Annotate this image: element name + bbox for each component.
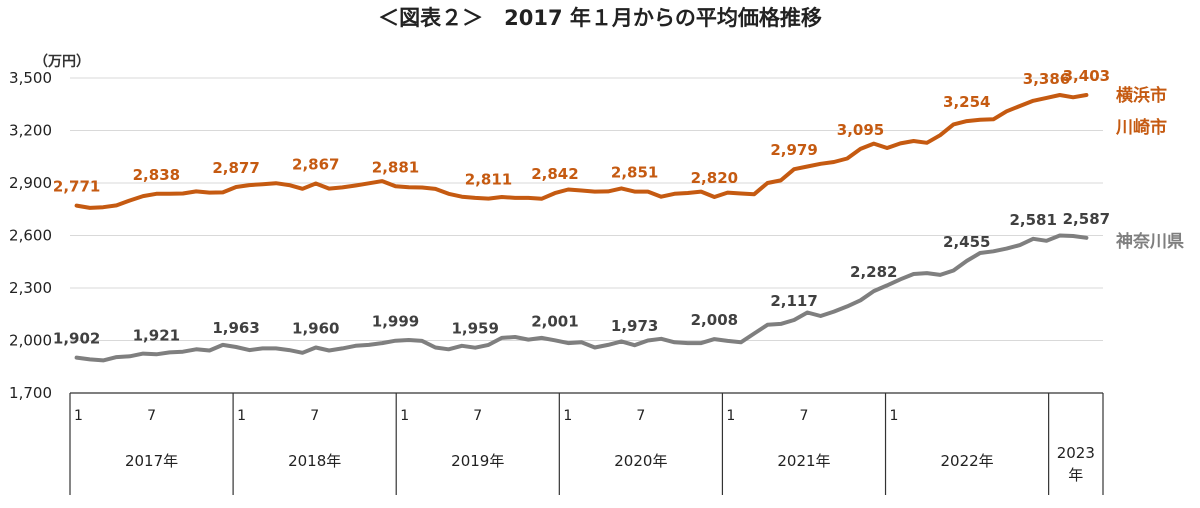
data-label: 3,095 [837,121,884,139]
data-label: 2,838 [133,166,180,184]
data-label: 1,960 [292,320,339,338]
data-label: 1,999 [372,313,419,331]
data-label: 2,867 [292,156,339,174]
x-tick-label: 1 [563,408,572,424]
data-label: 2,001 [531,312,578,330]
year-label: 2021年 [777,452,830,470]
data-label: 3,386 [1023,70,1070,88]
data-label: 1,959 [451,320,498,338]
x-tick-label: 1 [726,408,735,424]
year-label: 2017年 [125,452,178,470]
data-labels: 2,771 2,838 2,877 2,867 2,881 2,811 2,842 2,851… [53,67,1110,348]
data-label: 3,254 [943,93,990,111]
year-label: 2020年 [614,452,667,470]
x-tick-label: 1 [74,408,83,424]
data-label: 2,881 [372,158,419,176]
y-axis-ticks: 1,700 2,000 2,300 2,600 2,900 3,200 3,500 [9,69,52,402]
x-tick-label: 7 [147,408,156,424]
y-tick-label: 2,300 [9,279,52,297]
data-label: 2,979 [770,141,817,159]
x-tick-label: 1 [237,408,246,424]
x-tick-label: 1 [890,408,899,424]
year-label: 2023 年 [1057,444,1095,484]
data-label: 2,117 [770,292,817,310]
data-label: 1,973 [611,317,658,335]
gridlines [70,77,1103,341]
data-label: 2,842 [531,165,578,183]
y-tick-label: 1,700 [9,384,52,402]
data-label: 2,008 [691,311,738,329]
data-label: 2,877 [212,159,259,177]
data-label: 2,771 [53,178,100,196]
y-tick-label: 2,000 [9,332,52,350]
series-lines [74,93,1089,363]
y-tick-label: 3,500 [9,69,52,87]
data-label: 3,403 [1063,67,1110,85]
legend-entry: 川崎市 [1115,117,1167,138]
data-label: 1,963 [212,319,259,337]
series-line-1 [74,93,1089,210]
year-label: 2019年 [451,452,504,470]
legend-entry: 神奈川県 [1116,231,1184,252]
data-label: 2,851 [611,164,658,182]
x-tick-label: 7 [473,408,482,424]
chart-title: ＜図表２＞ 2017 年１月からの平均価格推移 [378,6,822,30]
y-tick-label: 3,200 [9,122,52,140]
data-label: 2,282 [850,263,897,281]
x-tick-label: 7 [800,408,809,424]
data-label: 2,587 [1063,210,1110,228]
data-label: 1,921 [133,326,180,344]
y-tick-label: 2,600 [9,227,52,245]
legend-entry: 横浜市 [1116,85,1167,106]
data-label: 2,581 [1009,211,1056,229]
x-axis: 2017年 2018年 2019年 2020年 2021年 2022年 2023 年 1 7 1 7 1… [69,392,1104,495]
y-axis-unit-label: （万円） [34,54,90,70]
x-tick-label: 1 [400,408,409,424]
data-label: 1,902 [53,330,100,348]
data-label: 2,820 [691,169,738,187]
data-label: 2,455 [943,233,990,251]
series-line-2 [74,233,1089,363]
year-label: 2018年 [288,452,341,470]
year-label: 2022年 [940,452,993,470]
x-tick-label: 7 [310,408,319,424]
y-tick-label: 2,900 [9,174,52,192]
x-tick-label: 7 [636,408,645,424]
data-label: 2,811 [465,171,512,189]
